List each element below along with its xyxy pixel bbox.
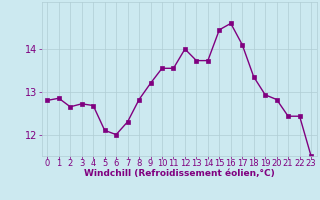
X-axis label: Windchill (Refroidissement éolien,°C): Windchill (Refroidissement éolien,°C) xyxy=(84,169,275,178)
